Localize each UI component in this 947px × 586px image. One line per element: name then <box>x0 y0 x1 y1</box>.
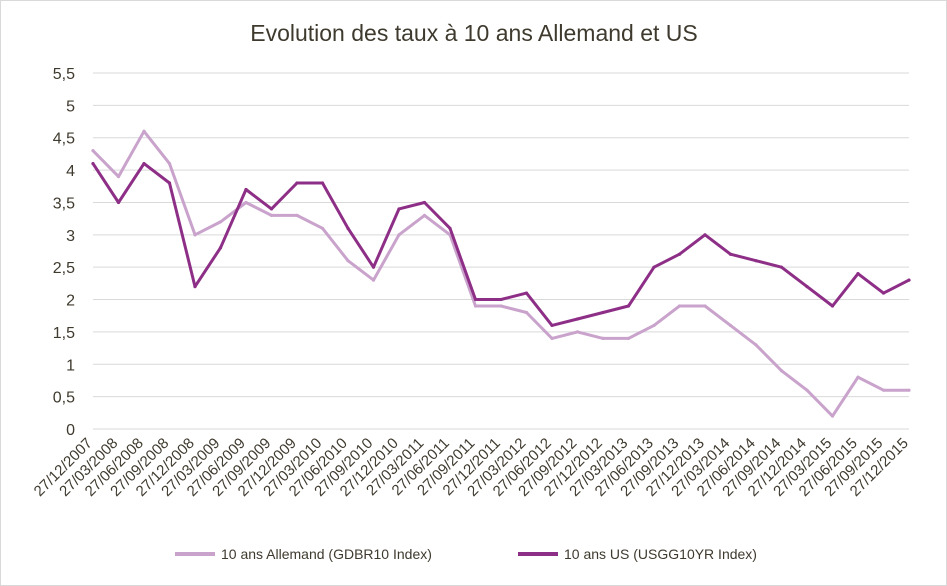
data-point <box>346 226 350 230</box>
data-point <box>116 200 121 205</box>
series-line <box>91 129 911 418</box>
data-point <box>575 317 580 321</box>
data-point <box>371 265 376 269</box>
data-point <box>422 200 427 205</box>
data-point <box>779 265 784 269</box>
data-point <box>881 291 886 295</box>
y-tick-label: 4 <box>66 163 75 180</box>
data-point <box>295 181 299 185</box>
data-point <box>881 388 886 392</box>
data-point <box>601 310 605 315</box>
y-tick-label: 3,5 <box>53 195 75 212</box>
data-point <box>703 304 707 308</box>
data-point <box>142 129 146 133</box>
x-axis-ticks: 27/12/200727/03/200827/06/200827/09/2008… <box>31 435 912 500</box>
data-point <box>218 246 223 250</box>
chart-title: Evolution des taux à 10 ans Allemand et … <box>250 20 698 46</box>
data-point <box>907 388 911 392</box>
data-point <box>346 259 350 263</box>
y-tick-label: 4,5 <box>53 131 75 148</box>
y-tick-label: 5 <box>66 98 75 115</box>
data-point <box>91 162 95 166</box>
data-point <box>524 291 529 295</box>
data-point <box>779 369 784 373</box>
series-2 <box>91 162 911 328</box>
data-point <box>754 343 758 347</box>
y-tick-label: 3 <box>66 228 75 245</box>
data-point <box>244 200 248 205</box>
y-tick-label: 5,5 <box>53 66 75 83</box>
data-point <box>473 297 478 302</box>
y-tick-label: 0,5 <box>53 390 75 407</box>
y-tick-label: 1,5 <box>53 325 75 342</box>
legend: 10 ans Allemand (GDBR10 Index) 10 ans US … <box>175 546 757 562</box>
data-point <box>652 265 656 269</box>
data-point <box>805 388 809 392</box>
legend-entry: 10 ans Allemand (GDBR10 Index) <box>221 546 432 562</box>
data-point <box>601 336 605 340</box>
data-point <box>499 297 503 302</box>
data-point <box>856 375 860 379</box>
data-point <box>167 181 172 185</box>
data-point <box>907 278 911 282</box>
data-point <box>320 226 325 230</box>
data-point <box>269 207 274 211</box>
data-point <box>244 187 248 192</box>
data-point <box>116 174 121 179</box>
y-tick-label: 1 <box>66 357 75 374</box>
data-point <box>677 252 682 256</box>
data-point <box>805 285 809 289</box>
data-point <box>575 330 580 334</box>
data-point <box>728 252 733 256</box>
data-point <box>167 162 172 166</box>
data-point <box>193 233 197 237</box>
data-point <box>830 414 835 418</box>
data-point <box>193 285 197 289</box>
data-point <box>856 272 860 276</box>
data-point <box>524 310 529 315</box>
data-point <box>754 259 758 263</box>
data-point <box>550 323 554 328</box>
y-axis-ticks: 0 0,5 1 1,5 2 2,5 3 3,5 4 4,5 5 5,5 <box>53 66 75 439</box>
data-point <box>371 278 376 282</box>
data-point <box>218 220 223 224</box>
data-point <box>703 233 707 237</box>
data-point <box>269 213 274 217</box>
data-point <box>91 149 95 153</box>
data-point <box>626 336 631 340</box>
data-point <box>320 181 325 185</box>
data-point <box>830 304 835 308</box>
data-point <box>499 304 503 308</box>
data-point <box>550 336 554 340</box>
data-point <box>677 304 682 308</box>
data-point <box>397 233 401 237</box>
y-tick-label: 0 <box>66 422 75 439</box>
data-point <box>422 213 427 217</box>
data-point <box>397 207 401 211</box>
y-tick-label: 2,5 <box>53 260 75 277</box>
data-point <box>728 323 733 328</box>
data-point <box>473 304 478 308</box>
data-point <box>652 323 656 328</box>
series-1 <box>91 129 911 418</box>
legend-entry: 10 ans US (USGG10YR Index) <box>564 546 757 562</box>
y-tick-label: 2 <box>66 293 75 310</box>
data-point <box>295 213 299 217</box>
series-lines <box>91 129 911 418</box>
data-point <box>142 162 146 166</box>
data-point <box>448 226 452 230</box>
data-point <box>626 304 631 308</box>
